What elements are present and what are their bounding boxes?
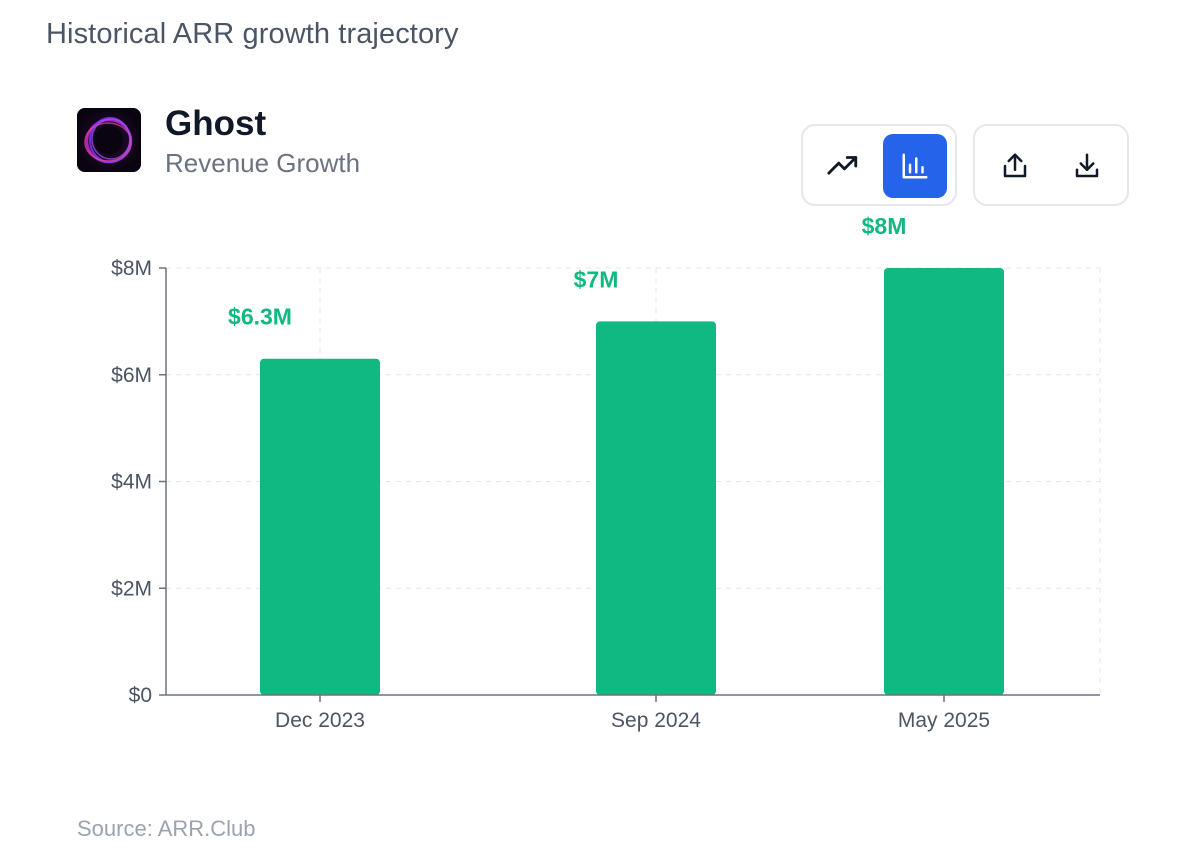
chart-type-toggle [801,124,957,206]
x-tick-label-0: Dec 2023 [275,709,365,732]
data-label-0: $6.3M [228,304,292,330]
source-note: Source: ARR.Club [77,816,256,841]
trending-up-icon [827,156,858,175]
bar-chart-icon [902,153,928,179]
page-heading: Historical ARR growth trajectory [46,18,459,50]
company-subtitle: Revenue Growth [165,148,361,178]
bar-may-2025 [884,268,1004,695]
x-tick-label-2: May 2025 [898,709,990,732]
bar-sep-2024 [596,321,716,695]
y-tick-label-4: $8M [111,257,152,280]
data-label-1: $7M [574,266,619,292]
chart-actions [973,124,1129,206]
share-button[interactable] [983,134,1047,198]
company-name: Ghost [165,104,267,143]
ghost-logo-icon [77,108,141,172]
share-icon [1003,153,1027,178]
y-tick-label-3: $6M [111,364,152,387]
bar-dec-2023 [260,358,380,695]
download-icon [1075,153,1099,178]
y-tick-label-1: $2M [111,577,152,600]
y-tick-label-2: $4M [111,471,152,494]
x-tick-label-1: Sep 2024 [611,709,701,732]
bar-chart-button[interactable] [883,134,947,198]
download-button[interactable] [1055,134,1119,198]
line-chart-button[interactable] [811,134,875,198]
data-label-2: $8M [862,213,907,239]
y-tick-label-0: $0 [129,684,152,707]
